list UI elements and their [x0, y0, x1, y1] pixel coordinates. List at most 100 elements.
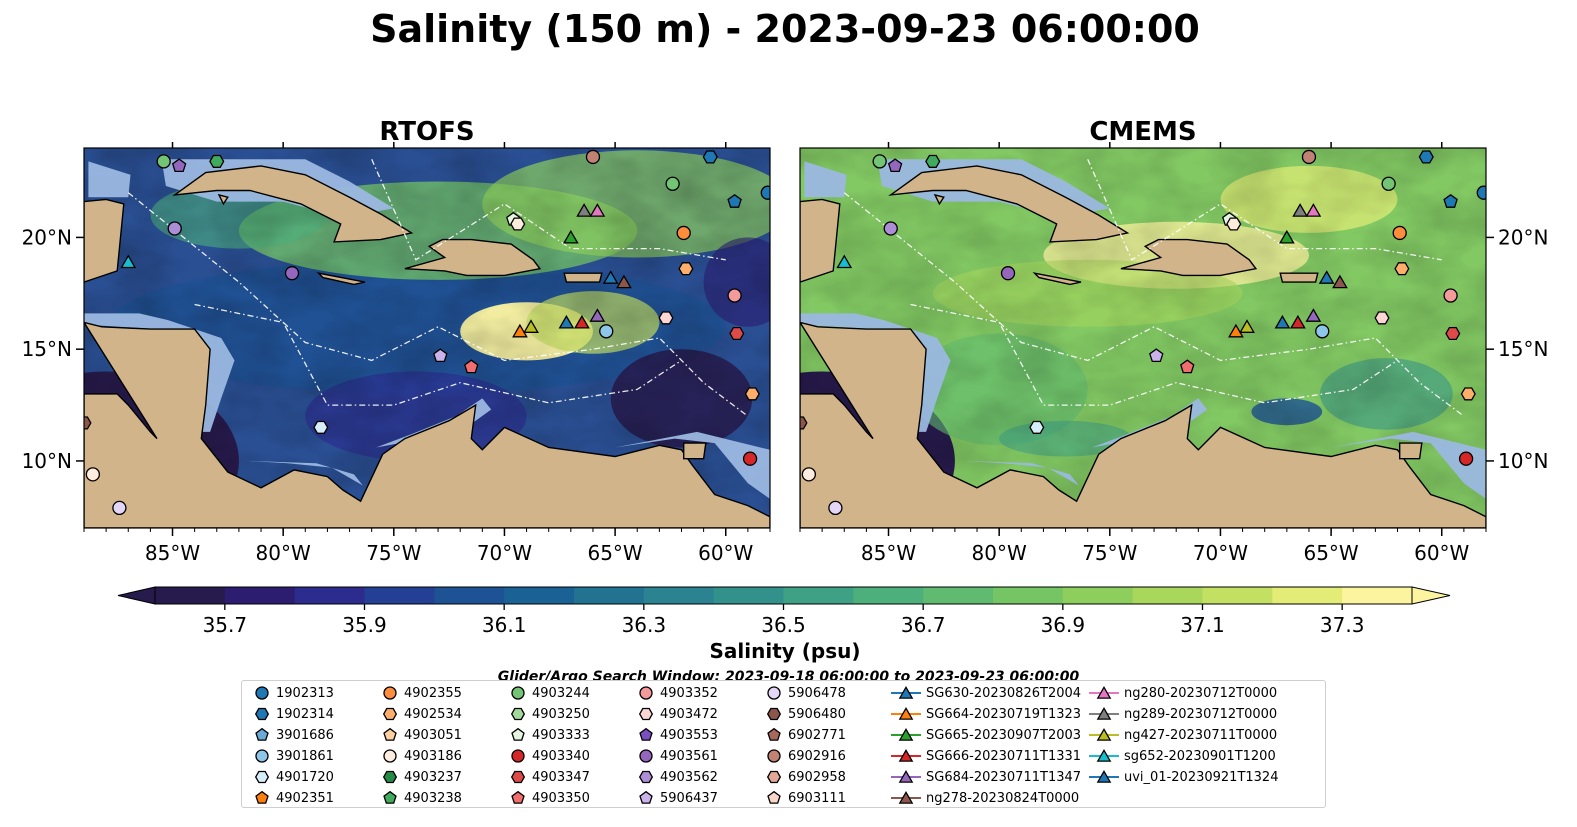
colorbar-segment — [1132, 587, 1203, 604]
colorbar-tick-label: 36.1 — [482, 613, 527, 637]
legend-label: 4903350 — [532, 790, 590, 806]
cmems-axes: 85°W 80°W 75°W 70°W 65°W 60°W 10°N 15°N 20°N — [799, 142, 1548, 565]
legend-label: 4903244 — [532, 685, 590, 701]
legend-marker — [639, 686, 653, 700]
colorbar-tick-label: 35.7 — [203, 613, 248, 637]
legend-label: 4903562 — [660, 769, 718, 785]
land-region — [172, 165, 414, 243]
pentagon-marker-icon — [255, 790, 269, 804]
observation-marker — [112, 500, 127, 516]
observation-marker — [1305, 203, 1322, 217]
legend-marker — [383, 686, 397, 700]
observation-marker — [433, 348, 448, 363]
cmems-map-frame — [799, 147, 1487, 529]
legend-marker — [638, 707, 654, 721]
observation-marker — [1458, 451, 1474, 466]
land-region — [84, 198, 125, 283]
observation-marker — [562, 229, 579, 244]
legend-label: SG684-20230711T1347 — [926, 769, 1082, 785]
legend-entry: 4903472 — [636, 704, 718, 724]
observation-marker — [589, 308, 606, 322]
observation-marker — [1289, 314, 1306, 329]
legend-entry: 3901686 — [252, 725, 334, 745]
legend-marker — [511, 790, 525, 804]
observation-marker — [120, 254, 137, 269]
y-tick-label: 20°N — [22, 225, 72, 249]
legend-marker — [255, 727, 269, 741]
observation-marker — [1318, 270, 1335, 284]
colorbar-segment — [713, 587, 784, 604]
legend-label: 5906437 — [660, 790, 718, 806]
observation-marker — [1149, 348, 1164, 363]
legend-marker — [511, 727, 525, 741]
legend-marker — [510, 707, 526, 721]
observation-marker — [1394, 262, 1410, 276]
legend-marker — [767, 727, 781, 741]
observation-marker — [558, 314, 575, 329]
legend-marker — [766, 707, 782, 721]
observation-marker — [1443, 288, 1458, 303]
x-tick-label: 60°W — [1414, 541, 1469, 565]
legend-entry: SG684-20230711T1347 — [890, 767, 1081, 787]
rtofs-map-panel: RTOFS 85°W 80°W 75°W 70°W 65°W 60°W 10°N 15°N 20… — [22, 117, 771, 565]
legend-marker — [1096, 748, 1112, 762]
observation-marker — [676, 225, 691, 241]
legend-label: ng289-20230712T0000 — [1124, 706, 1278, 722]
legend-entry: 4901720 — [252, 767, 334, 787]
hexagon-marker-icon — [638, 707, 654, 721]
legend-marker — [511, 686, 525, 700]
observation-marker — [589, 203, 606, 217]
hexagon-marker-icon — [510, 770, 526, 784]
observation-marker — [1443, 193, 1458, 208]
legend-label: uvi_01-20230921T1324 — [1124, 769, 1279, 785]
observation-marker — [1180, 359, 1195, 374]
boundary-line — [910, 303, 1398, 406]
land-region — [84, 321, 770, 528]
pentagon-marker-icon — [639, 727, 653, 741]
colorbar-tick-label: 36.5 — [761, 613, 806, 637]
observation-marker — [602, 270, 619, 284]
legend-label: ng427-20230711T0000 — [1124, 727, 1278, 743]
legend-entry: 6902916 — [764, 746, 846, 766]
legend-label: 4902355 — [404, 685, 462, 701]
legend-label: 4903237 — [404, 769, 462, 785]
legend-entry: SG630-20230826T2004 — [890, 683, 1081, 703]
triangle-marker-icon — [891, 685, 921, 699]
colorbar-segment — [504, 587, 575, 604]
land-region — [800, 321, 1486, 528]
cmems-observation-markers — [800, 149, 1486, 516]
observation-marker — [171, 158, 187, 173]
legend-marker — [638, 770, 654, 784]
observation-marker — [729, 326, 745, 341]
observation-marker — [1301, 149, 1317, 165]
legend-marker — [383, 727, 397, 741]
observation-marker — [510, 217, 526, 231]
circle-marker-icon — [767, 749, 781, 763]
legend-marker — [382, 770, 398, 784]
legend-entry: 4903238 — [380, 788, 462, 808]
colorbar-segment — [1272, 587, 1343, 604]
legend-marker — [254, 707, 270, 721]
legend-label: 4902351 — [276, 790, 334, 806]
legend-entry: SG665-20230907T2003 — [890, 725, 1081, 745]
land-region — [316, 272, 366, 286]
land-region — [888, 165, 1130, 243]
hexagon-marker-icon — [254, 707, 270, 721]
observation-marker — [744, 387, 760, 401]
observation-marker — [887, 158, 903, 173]
observation-marker — [616, 274, 632, 289]
cmems-land-layer — [800, 158, 1486, 528]
colorbar-segment — [294, 587, 365, 604]
observation-marker — [1305, 308, 1322, 322]
observation-marker — [599, 324, 614, 339]
x-tick-label: 70°W — [477, 541, 532, 565]
observation-marker — [512, 323, 528, 338]
circle-marker-icon — [767, 686, 781, 700]
legend-label: 4903472 — [660, 706, 718, 722]
boundary-line — [1087, 158, 1442, 261]
hexagon-marker-icon — [766, 707, 782, 721]
triangle-marker-icon — [891, 790, 921, 804]
legend-entry: SG666-20230711T1331 — [890, 746, 1081, 766]
colorbar-segment — [1062, 587, 1134, 604]
pentagon-marker-icon — [767, 790, 781, 804]
